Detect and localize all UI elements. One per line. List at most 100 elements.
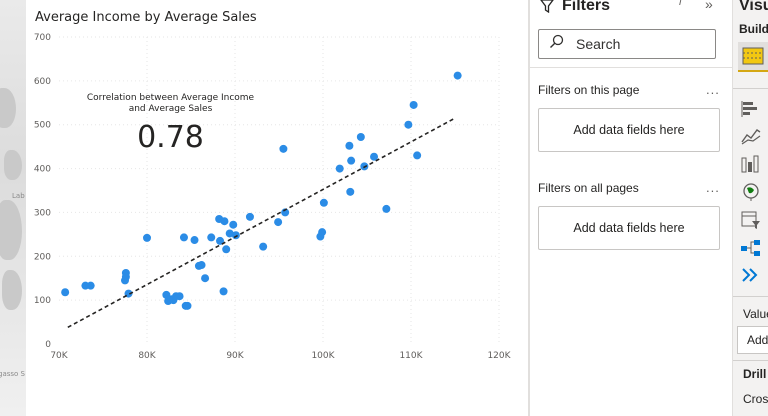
all-pages-filters-drop-well[interactable]: Add data fields here — [538, 206, 720, 250]
x-tick-label: 90K — [226, 351, 244, 361]
data-point[interactable] — [121, 272, 130, 281]
map-landmass — [2, 270, 22, 310]
viz-divider — [733, 360, 768, 361]
data-point[interactable] — [229, 220, 238, 229]
drill-through-label: Drill through — [743, 367, 768, 381]
data-point[interactable] — [382, 204, 391, 213]
data-point[interactable] — [190, 236, 199, 245]
map-landmass — [4, 150, 22, 180]
x-tick-label: 100K — [311, 351, 335, 361]
data-point[interactable] — [274, 218, 283, 227]
drop-well-label: Add data fields here — [573, 221, 685, 235]
data-point[interactable] — [345, 141, 354, 150]
smart-narrative-icon[interactable] — [740, 265, 762, 285]
build-visual-tab[interactable] — [738, 42, 768, 72]
map-landmass — [0, 88, 16, 128]
funnel-icon — [540, 0, 554, 13]
data-point[interactable] — [197, 261, 206, 270]
values-drop-well[interactable]: Add data fields here — [737, 326, 768, 354]
filters-search[interactable] — [538, 29, 716, 59]
data-point[interactable] — [409, 100, 418, 109]
correlation-card-value: 0.78 — [137, 120, 204, 155]
data-point[interactable] — [207, 233, 216, 242]
map-landmass — [0, 200, 22, 260]
build-visual-label: Build visual — [739, 22, 768, 36]
stacked-bar-chart-icon[interactable] — [740, 99, 762, 119]
data-point[interactable] — [61, 288, 70, 297]
data-point[interactable] — [216, 236, 225, 245]
more-options-icon[interactable]: ... — [706, 82, 720, 97]
y-tick-label: 400 — [34, 165, 51, 175]
correlation-card-label: Correlation between Average Income and A… — [86, 93, 255, 114]
filters-title: Filters — [562, 0, 611, 14]
map-globe-icon[interactable] — [740, 182, 762, 202]
visualizations-title: Visualizations — [739, 0, 768, 14]
viz-divider — [733, 296, 768, 297]
x-tick-label: 110K — [399, 351, 423, 361]
data-point[interactable] — [222, 245, 231, 254]
data-point[interactable] — [346, 187, 355, 196]
x-tick-label: 80K — [138, 351, 156, 361]
trend-line — [67, 117, 456, 329]
map-place-label: gasso S — [0, 370, 25, 378]
y-tick-label: 600 — [34, 77, 51, 87]
y-tick-label: 100 — [34, 296, 51, 306]
data-point[interactable] — [404, 120, 413, 129]
visualizations-pane: Visualizations Build visual Values Add d… — [732, 0, 768, 416]
filters-on-all-pages-title: Filters on all pages — [538, 181, 639, 195]
data-point[interactable] — [370, 152, 379, 161]
drop-well-label: Add data fields here — [573, 123, 685, 137]
page-filters-drop-well[interactable]: Add data fields here — [538, 108, 720, 152]
data-point[interactable] — [318, 228, 327, 237]
line-chart-icon[interactable] — [740, 126, 762, 146]
pane-divider[interactable] — [528, 0, 530, 416]
map-place-label: Lab — [12, 192, 25, 200]
data-point[interactable] — [245, 212, 254, 221]
data-point[interactable] — [413, 151, 422, 160]
map-visual-strip: Lab gasso S — [0, 0, 26, 416]
data-point[interactable] — [356, 132, 365, 141]
data-point[interactable] — [347, 156, 356, 165]
filters-pane: Filters 𝑙 » Filters on this page ... Add… — [530, 0, 732, 416]
cross-report-label: Cross-report — [743, 392, 768, 406]
filters-divider — [530, 67, 732, 68]
y-tick-label: 500 — [34, 121, 51, 131]
data-point[interactable] — [175, 292, 184, 301]
data-point[interactable] — [279, 144, 288, 153]
collapse-chevron-icon[interactable]: » — [705, 0, 713, 12]
data-point[interactable] — [259, 242, 268, 251]
y-tick-label: 700 — [34, 33, 51, 43]
x-tick-label: 120K — [487, 351, 511, 361]
data-point[interactable] — [179, 233, 188, 242]
data-point[interactable] — [225, 229, 234, 238]
scatter-visual[interactable]: Average Income by Average Sales 0 100 200 3… — [26, 0, 528, 416]
more-options-icon[interactable]: ... — [706, 180, 720, 195]
data-point[interactable] — [231, 231, 240, 240]
x-tick-label: 70K — [50, 351, 68, 361]
data-point[interactable] — [335, 164, 344, 173]
eye-icon[interactable]: 𝑙 — [679, 0, 682, 8]
data-point[interactable] — [215, 215, 224, 224]
data-point[interactable] — [162, 290, 171, 299]
search-icon — [549, 34, 564, 54]
data-point[interactable] — [219, 287, 228, 296]
data-point[interactable] — [319, 198, 328, 207]
data-point[interactable] — [201, 274, 210, 283]
y-tick-label: 0 — [45, 340, 51, 350]
decomposition-tree-icon[interactable] — [740, 238, 762, 258]
y-tick-label: 200 — [34, 252, 51, 262]
data-point[interactable] — [143, 233, 151, 242]
data-point[interactable] — [183, 301, 192, 310]
viz-divider — [733, 88, 768, 89]
search-input[interactable] — [574, 35, 708, 53]
filters-header: Filters — [540, 0, 610, 15]
data-point[interactable] — [86, 281, 95, 290]
ribbon-chart-icon[interactable] — [740, 154, 762, 174]
visual-title: Average Income by Average Sales — [35, 10, 257, 25]
data-point[interactable] — [453, 71, 462, 80]
scatter-chart[interactable]: 0 100 200 300 400 500 600 700 70K 80K 90K 100K 110K 1… — [26, 0, 528, 416]
filters-on-this-page-title: Filters on this page — [538, 83, 640, 97]
values-label: Values — [743, 307, 768, 321]
y-tick-label: 300 — [34, 208, 51, 218]
table-filter-icon[interactable] — [740, 210, 762, 230]
